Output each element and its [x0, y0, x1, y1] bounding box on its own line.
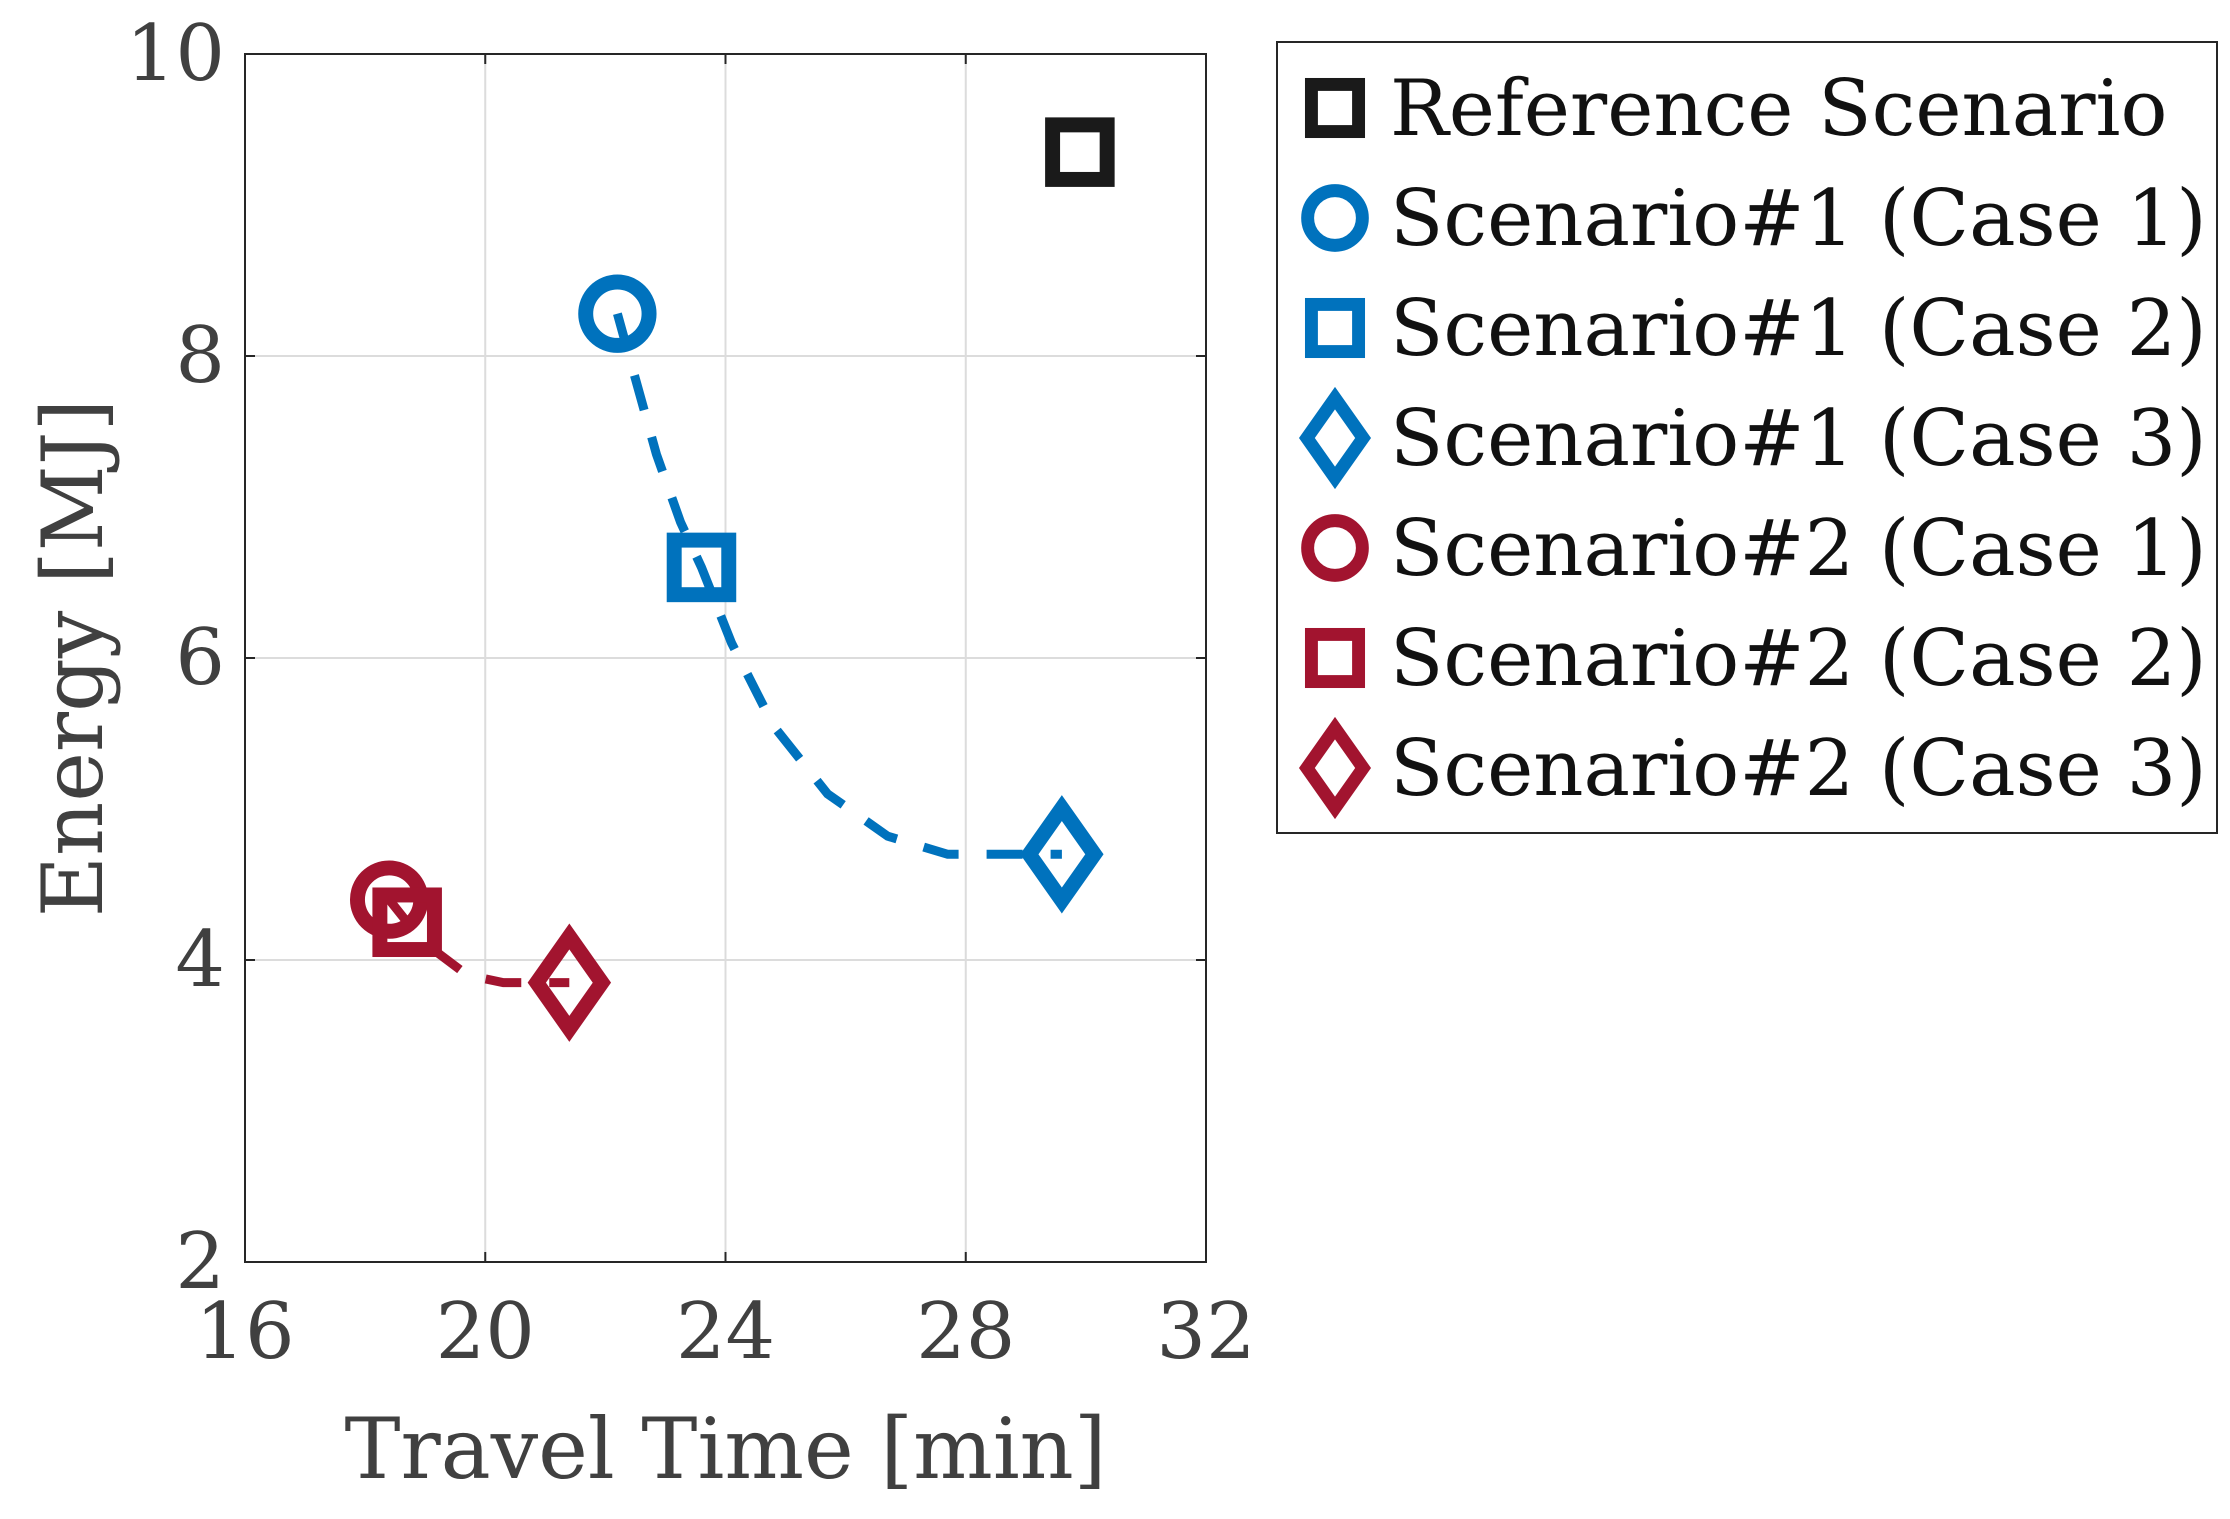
marker-series-5-point-0	[372, 887, 442, 958]
legend-marker-0	[1304, 77, 1366, 139]
x-tick-label: 24	[676, 1287, 775, 1377]
legend-label: Scenario#1 (Case 3)	[1390, 394, 2207, 484]
marker-series-6-point-0	[527, 923, 612, 1042]
y-tick-label: 6	[175, 613, 225, 703]
legend-label: Scenario#2 (Case 1)	[1390, 504, 2207, 594]
x-tick-label: 28	[916, 1287, 1015, 1377]
legend-box	[1276, 41, 2218, 834]
legend-marker-5	[1304, 627, 1366, 689]
fit-lines	[385, 312, 1062, 988]
marker-series-0-point-0	[1045, 117, 1115, 187]
y-tick-label: 4	[175, 915, 225, 1005]
y-axis-title: Energy [MJ]	[24, 399, 122, 917]
marker-series-2-point-0	[666, 532, 737, 603]
marker-series-1-point-0	[578, 274, 657, 353]
x-tick-label: 20	[436, 1287, 535, 1377]
legend-label: Reference Scenario	[1390, 64, 2167, 154]
x-tick-label: 16	[195, 1287, 294, 1377]
y-tick-label: 2	[175, 1217, 225, 1307]
data-markers	[349, 117, 1115, 1042]
legend-label: Scenario#2 (Case 3)	[1390, 724, 2207, 814]
grid	[245, 54, 1206, 1262]
x-tick-label: 32	[1156, 1287, 1255, 1377]
marker-series-3-point-0	[1020, 795, 1104, 914]
y-tick-label: 8	[175, 311, 225, 401]
legend-marker-2	[1304, 297, 1366, 359]
legend-label: Scenario#2 (Case 2)	[1390, 614, 2207, 704]
legend: Reference Scenario Scenario#1 (Case 1) Sce…	[1276, 41, 2218, 834]
y-tick-label: 10	[126, 9, 225, 99]
legend-marker-4	[1301, 514, 1369, 582]
legend-marker-6	[1298, 716, 1372, 820]
legend-label: Scenario#1 (Case 2)	[1390, 284, 2207, 374]
fit-line-0	[613, 312, 1062, 859]
fit-line-1	[385, 896, 570, 988]
x-axis-title: Travel Time [min]	[344, 1400, 1106, 1498]
legend-label: Scenario#1 (Case 1)	[1390, 174, 2207, 264]
legend-marker-1	[1301, 184, 1369, 252]
legend-marker-3	[1298, 386, 1372, 490]
